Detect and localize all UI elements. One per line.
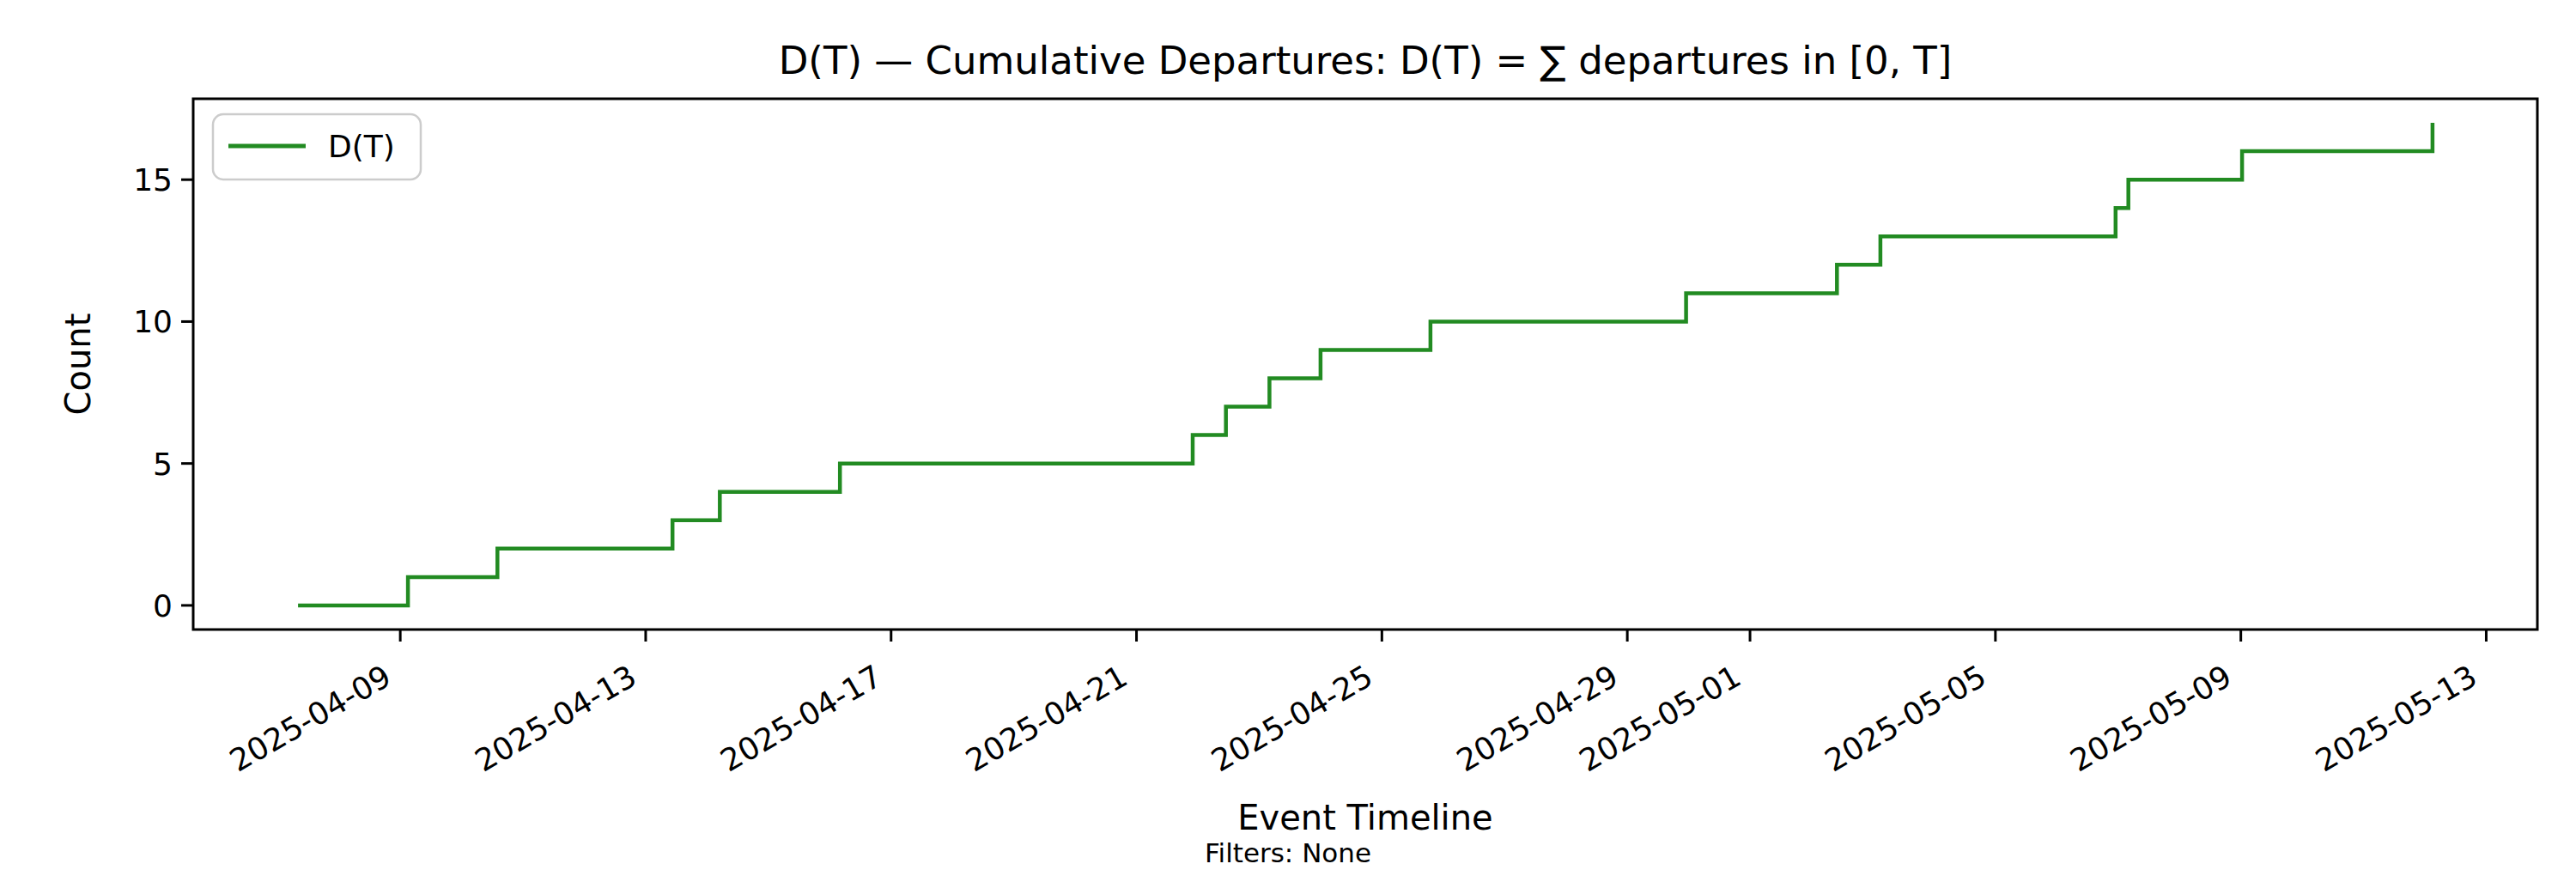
y-tick-label: 15 xyxy=(133,162,173,198)
x-axis-label: Event Timeline xyxy=(1237,798,1492,837)
x-tick-label: 2025-04-17 xyxy=(714,658,888,778)
y-tick-label: 5 xyxy=(153,447,173,482)
x-tick-label: 2025-05-13 xyxy=(2310,658,2483,778)
y-tick-label: 0 xyxy=(153,588,173,624)
legend: D(T) xyxy=(213,114,421,179)
figure: 2025-04-09 2025-04-13 2025-04-17 2025-04-21… xyxy=(0,0,2576,876)
x-tick-label: 2025-04-25 xyxy=(1206,658,1379,778)
y-axis-label: Count xyxy=(58,313,98,416)
cumulative-departures-chart: 2025-04-09 2025-04-13 2025-04-17 2025-04-21… xyxy=(0,0,2576,876)
chart-title: D(T) — Cumulative Departures: D(T) = ∑ d… xyxy=(779,38,1953,83)
dt-step-line xyxy=(298,123,2433,605)
x-tick-label: 2025-04-13 xyxy=(469,658,642,778)
x-tick-label: 2025-04-09 xyxy=(223,658,397,778)
y-axis-ticks: 0 5 10 15 xyxy=(133,162,193,624)
x-tick-label: 2025-05-09 xyxy=(2064,658,2238,778)
filters-caption: Filters: None xyxy=(1205,837,1371,868)
x-tick-label: 2025-04-21 xyxy=(960,658,1133,778)
x-tick-label: 2025-05-05 xyxy=(1819,658,1992,778)
x-axis-ticks: 2025-04-09 2025-04-13 2025-04-17 2025-04-21… xyxy=(223,630,2486,779)
legend-label: D(T) xyxy=(328,129,395,164)
y-tick-label: 10 xyxy=(133,304,173,339)
